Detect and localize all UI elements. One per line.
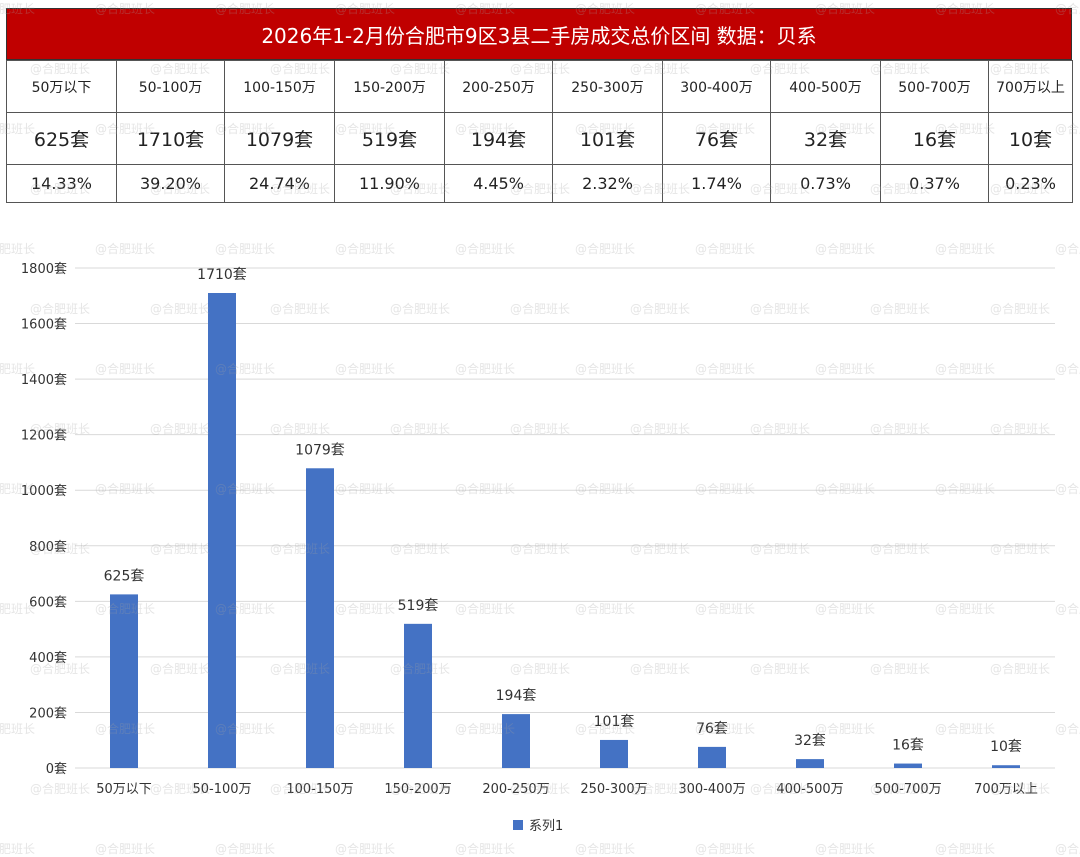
x-tick-label: 100-150万 (286, 782, 353, 797)
data-label: 32套 (794, 733, 826, 749)
range-cell: 50万以下 (6, 60, 117, 113)
percent-cell: 39.20% (116, 164, 225, 203)
count-cell: 625套 (6, 112, 117, 165)
data-label: 194套 (496, 688, 537, 704)
percent-cell: 11.90% (334, 164, 445, 203)
bar-chart: 0套 200套 400套 600套 800套 1000套 1200套 1400套 1600套 18… (21, 261, 1055, 834)
x-tick-label: 200-250万 (482, 782, 549, 797)
count-cell: 16套 (880, 112, 989, 165)
y-tick-label: 1400套 (21, 372, 67, 388)
count-cell: 101套 (552, 112, 663, 165)
count-cell: 32套 (770, 112, 881, 165)
summary-table: 50万以下 50-100万 100-150万 150-200万 200-250万 250-… (6, 60, 1073, 203)
bar (894, 763, 922, 768)
summary-table-panel: 2026年1-2月份合肥市9区3县二手房成交总价区间 数据：贝系 50万以下 50… (6, 8, 1073, 203)
range-cell: 500-700万 (880, 60, 989, 113)
y-tick-label: 400套 (29, 650, 67, 666)
count-cell: 194套 (444, 112, 553, 165)
count-cell: 1079套 (224, 112, 335, 165)
range-cell: 200-250万 (444, 60, 553, 113)
legend-label: 系列1 (529, 819, 563, 834)
x-tick-label: 150-200万 (384, 782, 451, 797)
y-tick-label: 200套 (29, 705, 67, 721)
bar (502, 714, 530, 768)
percent-cell: 0.23% (988, 164, 1073, 203)
range-cell: 250-300万 (552, 60, 663, 113)
table-title: 2026年1-2月份合肥市9区3县二手房成交总价区间 数据：贝系 (6, 8, 1072, 60)
bar (306, 468, 334, 768)
count-cell: 519套 (334, 112, 445, 165)
bar (698, 746, 726, 768)
x-tick-label: 700万以上 (974, 782, 1038, 797)
bar (404, 623, 432, 768)
count-cell: 1710套 (116, 112, 225, 165)
percent-cell: 0.37% (880, 164, 989, 203)
data-label: 1710套 (197, 267, 247, 283)
y-tick-label: 0套 (46, 761, 67, 777)
range-cell: 100-150万 (224, 60, 335, 113)
percent-cell: 0.73% (770, 164, 881, 203)
percent-cell: 24.74% (224, 164, 335, 203)
y-tick-label: 800套 (29, 539, 67, 555)
data-label: 101套 (594, 714, 635, 730)
x-tick-label: 50万以下 (96, 782, 152, 797)
legend-swatch (513, 820, 523, 830)
bar (600, 739, 628, 768)
y-tick-label: 600套 (29, 594, 67, 610)
x-tick-label: 400-500万 (776, 782, 843, 797)
range-cell: 150-200万 (334, 60, 445, 113)
range-cell: 50-100万 (116, 60, 225, 113)
count-cell: 10套 (988, 112, 1073, 165)
count-cell: 76套 (662, 112, 771, 165)
bar (208, 293, 236, 768)
y-tick-label: 1600套 (21, 317, 67, 333)
x-tick-label: 500-700万 (874, 782, 941, 797)
percent-cell: 2.32% (552, 164, 663, 203)
y-tick-label: 1000套 (21, 483, 67, 499)
bar (796, 759, 824, 768)
x-tick-label: 300-400万 (678, 782, 745, 797)
bar (992, 765, 1020, 768)
y-tick-label: 1200套 (21, 428, 67, 444)
percent-cell: 4.45% (444, 164, 553, 203)
percent-cell: 14.33% (6, 164, 117, 203)
data-label: 16套 (892, 738, 924, 754)
y-tick-label: 1800套 (21, 261, 67, 277)
count-row: 625套 1710套 1079套 519套 194套 101套 76套 32套 16套 10套 (6, 112, 1073, 165)
range-row: 50万以下 50-100万 100-150万 150-200万 200-250万 250-… (6, 60, 1073, 113)
x-tick-label: 250-300万 (580, 782, 647, 797)
data-label: 519套 (398, 598, 439, 614)
bar (110, 594, 138, 768)
data-label: 76套 (696, 721, 728, 737)
x-tick-label: 50-100万 (192, 782, 251, 797)
percent-row: 14.33% 39.20% 24.74% 11.90% 4.45% 2.32% 1.74% 0… (6, 164, 1073, 203)
range-cell: 400-500万 (770, 60, 881, 113)
data-label: 10套 (990, 739, 1022, 755)
range-cell: 700万以上 (988, 60, 1073, 113)
percent-cell: 1.74% (662, 164, 771, 203)
data-label: 1079套 (295, 442, 345, 458)
range-cell: 300-400万 (662, 60, 771, 113)
data-label: 625套 (104, 568, 145, 584)
